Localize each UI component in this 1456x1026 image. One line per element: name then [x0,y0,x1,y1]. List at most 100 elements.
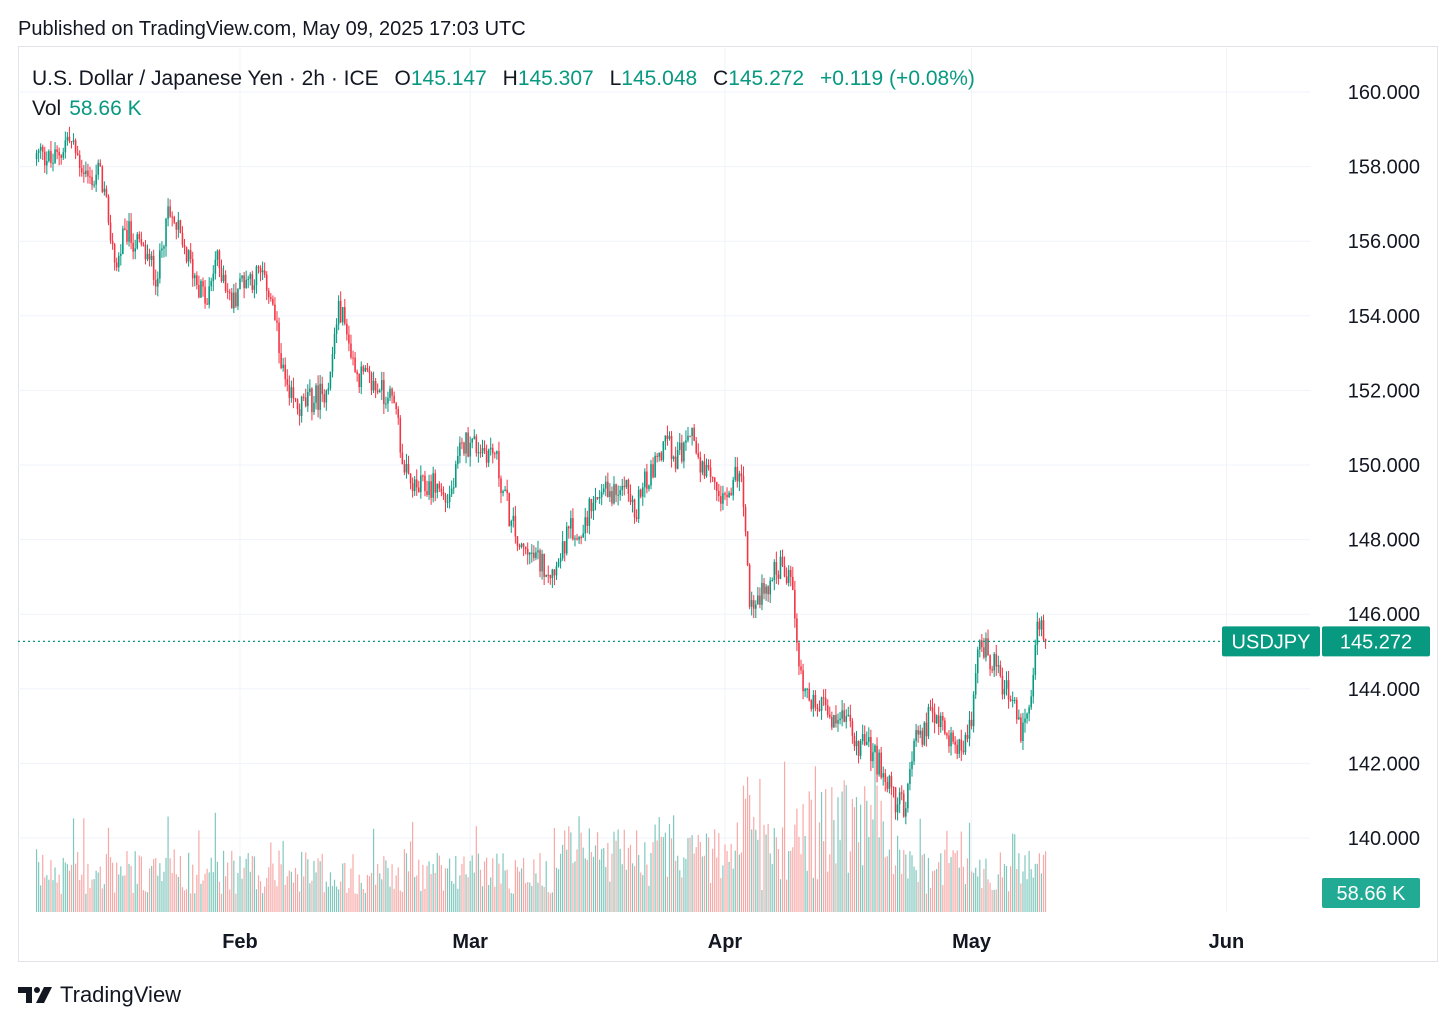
candle-body [251,274,254,290]
volume-bar [703,855,706,912]
candle-body [600,492,603,498]
volume-label[interactable]: Vol [32,97,62,120]
volume-bar [753,816,755,912]
volume-bar [42,854,44,912]
volume-bar [605,867,607,912]
volume-bar [660,836,662,912]
candle-body [551,569,554,579]
price-tick-label: 142.000 [1348,753,1420,775]
candle-body [584,517,587,534]
candle-body [276,320,278,323]
volume-bar [993,889,995,912]
candle-body [333,333,336,355]
candle-body [654,455,656,478]
candle-body [816,707,819,710]
candle-body [724,493,726,495]
candle-body [481,447,484,454]
candle-body [876,745,878,775]
volume-bar [514,860,516,912]
volume-bar [319,861,321,912]
candle-body [705,464,708,477]
candle-body [66,136,69,141]
candle-body [775,562,778,575]
candle-body [504,489,506,492]
volume-bar [383,856,385,912]
candle-body [974,673,977,695]
candle-body [890,775,893,787]
candle-body [432,473,434,498]
volume-bar [683,857,685,912]
volume-bar [586,859,588,912]
volume-bar [779,879,782,912]
tradingview-logo[interactable]: TradingView [18,982,181,1008]
volume-bar [72,818,75,912]
volume-bar [938,862,940,912]
volume-bar [510,893,512,912]
candle-body [913,741,915,762]
candle-body [524,546,527,549]
candle-body [880,752,882,778]
volume-bar [578,816,580,912]
price-tick-label: 146.000 [1348,604,1420,626]
candle-body [995,654,998,667]
price-axis[interactable]: 160.000 158.000 156.000 154.000 152.000 150.0… [1348,82,1420,850]
volume-bar [506,869,508,912]
volume-bar [446,868,449,912]
volume-bar [529,882,531,912]
volume-bar [566,849,568,912]
volume-bar [286,876,288,912]
candle-body [321,383,323,395]
volume-bar [541,885,543,912]
volume-bar [666,876,669,912]
candle-body [339,300,342,323]
candle-body [241,275,243,279]
candle-body [220,268,223,282]
candle-body [263,270,266,275]
volume-bar [372,828,375,912]
volume-bar [950,856,952,912]
brand-name: TradingView [60,982,182,1007]
volume-bar [728,861,730,912]
volume-bar [93,879,95,912]
candle-body [909,769,911,784]
volume-bar [952,850,954,912]
low-label: L [609,67,622,90]
symbol-description[interactable]: U.S. Dollar / Japanese Yen · 2h · ICE [32,67,379,90]
candle-body [198,284,200,298]
candle-body [124,228,126,231]
candle-body [859,741,862,756]
volume-bar [486,857,488,912]
volume-bar [911,855,913,912]
volume-bar [512,893,514,912]
volume-bar [592,856,595,912]
candle-body [1018,717,1020,720]
volume-bar [884,857,886,912]
volume-bar [350,868,352,912]
candle-body [824,697,827,706]
candle-body [144,244,147,260]
volume-bar [504,870,506,912]
candle-body [434,473,437,493]
volume-bar [1024,855,1026,912]
candle-body [586,517,589,526]
candle-body [132,242,134,252]
volume-bar [843,780,845,912]
candle-body [193,275,196,279]
candle-body [707,464,710,468]
volume-bar [323,892,325,912]
volume-bar [453,883,455,912]
volume-bar [555,867,558,912]
volume-bar [399,890,401,912]
candle-body [391,388,393,396]
candle-body [900,792,903,794]
candle-body [968,719,971,739]
time-axis[interactable]: Feb Mar Apr May Jun [222,931,1244,953]
volume-bar [742,785,745,912]
volume-bar [917,881,919,912]
volume-bar [338,889,340,912]
volume-bar [975,867,977,912]
candle-body [697,453,700,458]
candle-body [243,275,245,289]
volume-bar [886,856,888,912]
